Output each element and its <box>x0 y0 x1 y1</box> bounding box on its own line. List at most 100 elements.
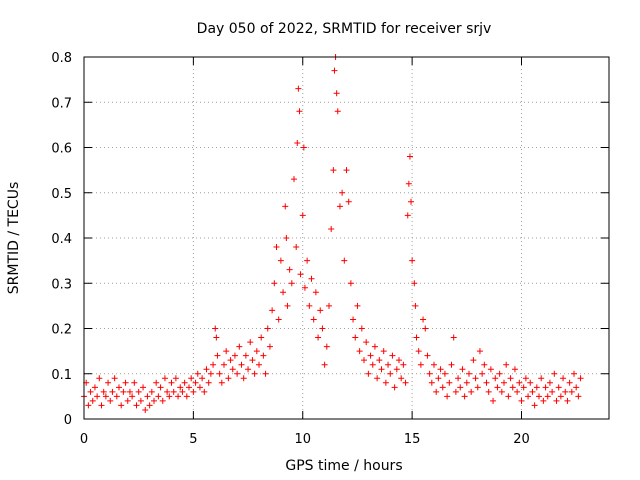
data-point <box>514 388 521 395</box>
data-point <box>347 280 354 287</box>
data-point <box>391 384 398 391</box>
y-axis-ticks: 0 0.1 0.2 0.3 0.4 0.5 0.6 0.7 0.8 <box>51 51 609 428</box>
data-point <box>546 379 553 386</box>
data-point <box>319 325 326 332</box>
data-point <box>409 257 416 264</box>
x-tick-label: 5 <box>189 432 197 447</box>
data-point <box>577 375 584 382</box>
data-point <box>496 370 503 377</box>
data-point <box>199 375 206 382</box>
data-point <box>297 271 304 278</box>
data-point <box>406 153 413 160</box>
data-point <box>444 393 451 400</box>
data-point <box>133 402 140 409</box>
data-point <box>242 352 249 359</box>
data-point <box>365 370 372 377</box>
data-point <box>186 384 192 391</box>
data-point <box>538 375 545 382</box>
data-point <box>120 388 127 395</box>
data-point <box>402 379 409 386</box>
data-point <box>251 370 258 377</box>
data-point <box>494 384 501 391</box>
data-point <box>549 388 556 395</box>
data-point <box>181 379 188 386</box>
data-point <box>450 334 457 341</box>
data-point <box>293 244 300 251</box>
data-point <box>503 361 510 368</box>
data-point <box>367 352 374 359</box>
data-point <box>542 384 549 391</box>
data-point <box>461 393 468 400</box>
data-point <box>446 379 453 386</box>
data-point <box>331 67 338 74</box>
data-point <box>385 361 392 368</box>
data-point <box>435 375 442 382</box>
data-point <box>485 388 492 395</box>
data-point <box>424 352 431 359</box>
y-tick-label: 0.8 <box>51 51 72 66</box>
data-point <box>336 203 343 210</box>
data-point <box>505 393 512 400</box>
data-point <box>247 339 254 346</box>
data-point <box>192 379 199 386</box>
data-point <box>245 366 252 373</box>
data-point <box>540 397 547 404</box>
data-point <box>358 325 365 332</box>
data-point <box>492 375 499 382</box>
data-point <box>277 257 284 264</box>
data-point <box>321 361 328 368</box>
data-point <box>483 379 490 386</box>
data-point <box>463 379 470 386</box>
y-tick-label: 0.3 <box>51 277 72 292</box>
data-point <box>350 316 357 323</box>
data-point <box>310 316 317 323</box>
data-point <box>564 397 571 404</box>
data-point <box>354 302 361 309</box>
data-point <box>472 375 479 382</box>
data-point <box>525 393 532 400</box>
data-point <box>124 397 131 404</box>
data-point <box>264 325 271 332</box>
data-point <box>553 397 560 404</box>
data-point <box>144 393 151 400</box>
data-point <box>295 85 302 92</box>
data-point <box>568 388 575 395</box>
data-point <box>98 402 105 409</box>
data-point <box>238 361 245 368</box>
data-point <box>334 108 341 115</box>
data-point <box>428 379 435 386</box>
data-point <box>326 302 332 309</box>
data-point <box>299 212 306 219</box>
data-point <box>253 348 260 355</box>
data-point <box>389 352 396 359</box>
data-point <box>140 384 147 391</box>
data-point <box>282 203 289 210</box>
data-point <box>301 284 308 291</box>
data-point <box>102 393 109 400</box>
data-point <box>323 343 330 350</box>
data-point <box>221 361 227 368</box>
data-point <box>470 357 477 364</box>
data-point <box>306 302 313 309</box>
data-point <box>573 384 580 391</box>
data-point <box>422 325 429 332</box>
data-point <box>210 361 217 368</box>
data-point <box>153 379 160 386</box>
data-point <box>240 375 247 382</box>
data-point <box>304 257 311 264</box>
data-point <box>100 388 107 395</box>
data-point <box>511 366 518 373</box>
data-point <box>161 375 168 382</box>
data-point <box>212 325 219 332</box>
data-point <box>466 370 472 377</box>
data-point <box>333 90 340 97</box>
data-point <box>231 352 238 359</box>
data-point <box>308 275 315 282</box>
data-point <box>105 379 112 386</box>
data-point <box>544 393 551 400</box>
data-point <box>269 307 276 314</box>
data-point <box>433 388 440 395</box>
data-point <box>376 357 383 364</box>
data-point <box>94 393 101 400</box>
data-point <box>404 212 411 219</box>
